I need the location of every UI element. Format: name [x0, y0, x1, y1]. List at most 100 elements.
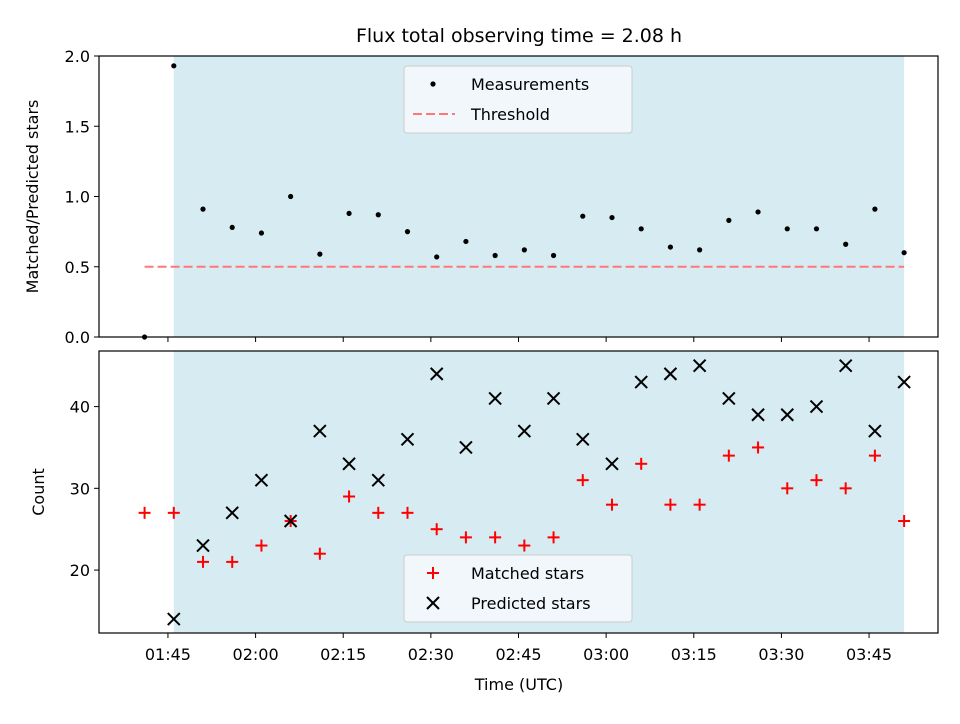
top-y-axis-label: Matched/Predicted stars	[23, 100, 42, 294]
predicted-stars-point	[429, 367, 444, 381]
top-legend-box	[403, 65, 633, 134]
y-tick-label: 0.5	[65, 258, 90, 277]
matched-stars-point	[518, 539, 531, 552]
predicted-stars-point	[546, 391, 561, 406]
predicted-stars-point	[663, 367, 678, 381]
bottom-axes-frame	[98, 350, 939, 634]
predicted-stars-point	[809, 399, 824, 414]
measurement-point	[697, 247, 703, 253]
matched-stars-series	[138, 441, 911, 568]
measurement-point	[872, 206, 878, 212]
matched-stars-point	[722, 449, 735, 462]
predicted-stars-point	[488, 391, 502, 406]
measurement-point	[667, 244, 674, 250]
measurements-legend-marker	[430, 81, 436, 87]
matched-stars-point	[255, 539, 268, 552]
legend-matched: Matched stars	[471, 564, 584, 583]
predicted-stars-point	[313, 424, 327, 438]
bottom-panel: 20 30 40 01:45 02:00 02:15 02:30 02:45 03:00 03:…	[29, 350, 939, 694]
predicted-stars-point	[225, 506, 239, 520]
predicted-stars-point	[692, 359, 707, 373]
measurement-point	[638, 226, 644, 232]
measurement-point	[171, 63, 177, 69]
legend-measurements: Measurements	[471, 75, 589, 94]
top-legend: Measurements Threshold	[403, 65, 633, 134]
x-tick-label: 02:00	[233, 645, 279, 664]
matched-legend-marker	[427, 567, 439, 579]
predicted-stars-point	[517, 424, 532, 438]
bottom-legend: Matched stars Predicted stars	[403, 554, 633, 623]
bottom-x-axis: 01:45 02:00 02:15 02:30 02:45 03:00 03:15 03:30…	[145, 633, 892, 664]
matched-stars-point	[489, 531, 502, 544]
top-y-axis: 0.0 0.5 1.0 1.5 2.0	[65, 47, 99, 347]
x-tick-label: 03:45	[846, 645, 892, 664]
matched-stars-point	[693, 498, 706, 511]
predicted-stars-point	[459, 440, 473, 455]
measurement-point	[901, 250, 907, 256]
measurement-point	[726, 217, 732, 223]
matched-stars-point	[430, 523, 443, 536]
measurement-point	[609, 214, 615, 221]
predicted-stars-point	[342, 457, 356, 471]
predicted-stars-point	[868, 424, 882, 438]
matched-stars-point	[313, 547, 326, 560]
legend-threshold: Threshold	[470, 105, 550, 124]
bottom-legend-box	[403, 554, 633, 623]
measurement-point	[317, 251, 323, 257]
predicted-stars-series	[167, 359, 911, 626]
measurement-point	[258, 230, 265, 236]
predicted-stars-point	[751, 408, 765, 422]
top-x-ticks	[167, 337, 870, 342]
matched-stars-point	[196, 555, 209, 568]
measurement-point	[755, 209, 761, 215]
matched-stars-point	[868, 449, 881, 462]
top-panel: 0.00.51.01.52.0 Matched/Predicted stars …	[23, 47, 939, 347]
predicted-stars-point	[780, 408, 794, 422]
measurement-point	[521, 247, 527, 253]
matched-stars-point	[898, 515, 911, 528]
y-tick-label: 30	[70, 479, 90, 498]
predicted-stars-point	[634, 375, 648, 389]
x-tick-label: 02:45	[495, 645, 541, 664]
matched-stars-point	[226, 555, 239, 568]
predicted-stars-point	[722, 391, 736, 406]
measurement-point	[813, 226, 820, 232]
bottom-y-axis: 20 30 40	[70, 398, 99, 580]
measurement-point	[492, 252, 498, 259]
measurement-point	[346, 210, 352, 216]
x-tick-label: 01:45	[145, 645, 191, 664]
matched-stars-point	[401, 506, 414, 519]
measurement-point	[200, 206, 206, 212]
predicted-stars-point	[838, 359, 853, 373]
x-tick-label: 03:15	[671, 645, 717, 664]
y-tick-label: 20	[70, 561, 90, 580]
predicted-stars-point	[897, 375, 911, 389]
chart-title: Flux total observing time = 2.08 h	[356, 25, 682, 47]
matched-stars-point	[576, 474, 589, 487]
predicted-stars-point	[254, 473, 269, 487]
predicted-stars-point	[400, 432, 415, 446]
matched-stars-point	[839, 482, 852, 495]
predicted-stars-point	[196, 538, 210, 553]
predicted-stars-point	[167, 612, 181, 626]
matched-stars-point	[138, 506, 151, 519]
matched-stars-point	[781, 482, 794, 495]
measurement-point	[288, 193, 294, 200]
measurement-point	[434, 254, 440, 260]
predicted-legend-marker	[426, 596, 440, 610]
legend-predicted: Predicted stars	[471, 594, 591, 613]
y-tick-label: 1.5	[65, 117, 90, 136]
predicted-stars-point	[605, 457, 619, 471]
matched-stars-point	[547, 531, 560, 544]
y-tick-label: 40	[70, 398, 90, 417]
x-tick-label: 03:00	[583, 645, 629, 664]
matched-stars-point	[752, 441, 765, 454]
measurement-point	[463, 238, 469, 245]
measurement-point	[843, 241, 849, 247]
y-tick-label: 1.0	[65, 188, 90, 207]
x-tick-label: 02:15	[320, 645, 366, 664]
predicted-stars-point	[371, 473, 385, 487]
y-tick-label: 0.0	[65, 328, 90, 347]
matched-stars-point	[372, 506, 385, 519]
x-tick-label: 03:30	[758, 645, 804, 664]
